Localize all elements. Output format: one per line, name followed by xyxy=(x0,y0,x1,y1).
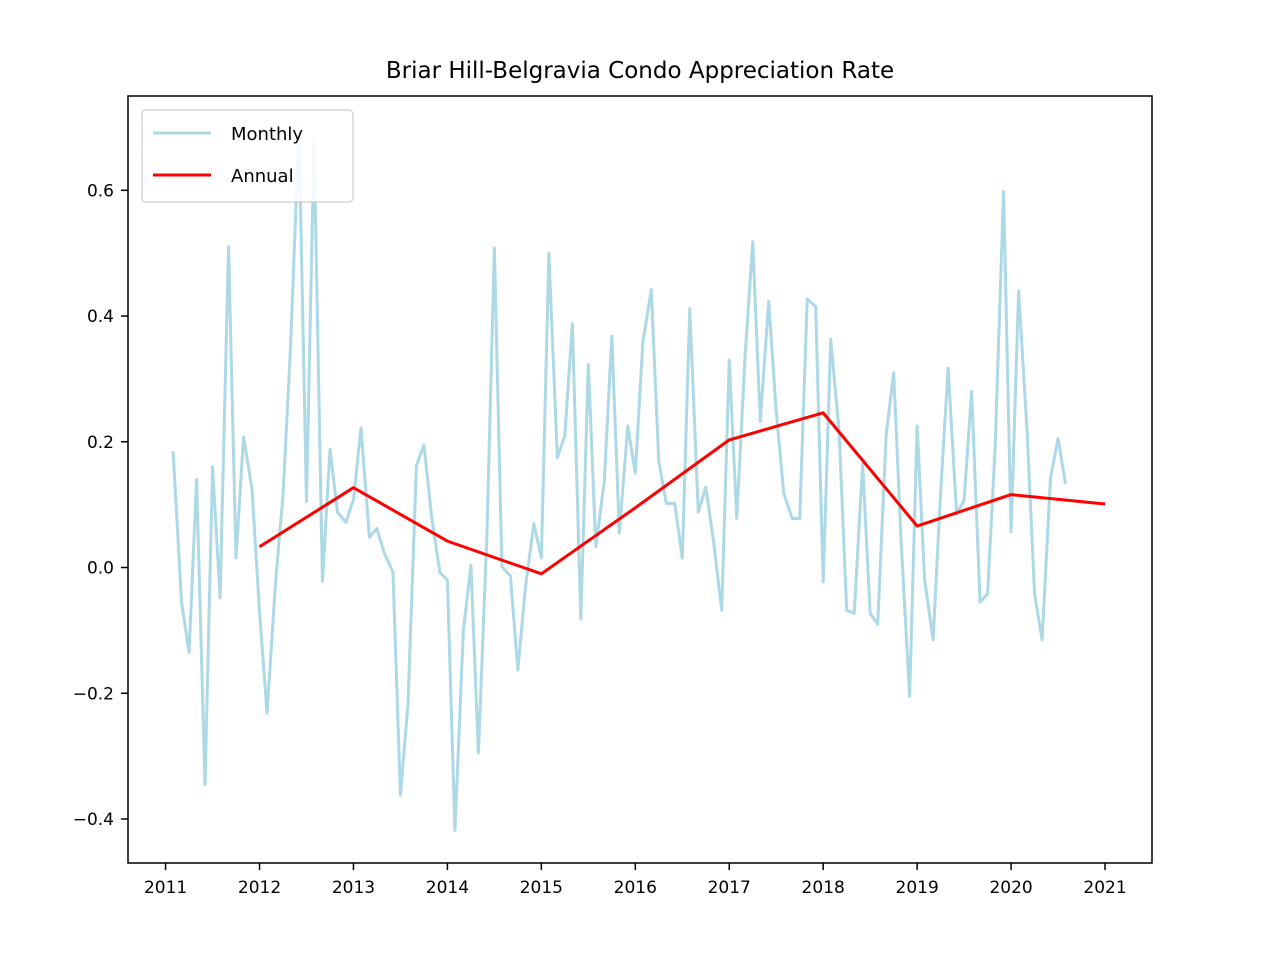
legend-label-annual: Annual xyxy=(231,166,294,187)
y-tick-label: 0.4 xyxy=(87,307,114,327)
y-axis: −0.4 −0.2 0.0 0.2 0.4 0.6 xyxy=(73,181,128,830)
x-tick-label: 2021 xyxy=(1083,878,1126,898)
y-tick-label: 0.2 xyxy=(87,433,114,453)
y-tick-label: 0.6 xyxy=(87,181,114,201)
x-tick-label: 2012 xyxy=(238,878,281,898)
x-tick-label: 2016 xyxy=(614,878,657,898)
y-tick-label: −0.4 xyxy=(73,810,114,830)
x-tick-label: 2017 xyxy=(708,878,751,898)
x-tick-label: 2015 xyxy=(520,878,563,898)
x-tick-label: 2013 xyxy=(332,878,375,898)
x-tick-label: 2019 xyxy=(896,878,939,898)
x-axis: 2011 2012 2013 2014 2015 2016 2017 2018 2019 2020… xyxy=(144,863,1127,898)
plot-area-frame xyxy=(127,95,1153,864)
chart-title: Briar Hill-Belgravia Condo Appreciation … xyxy=(386,58,894,84)
x-tick-label: 2020 xyxy=(989,878,1032,898)
legend: Monthly Annual xyxy=(141,109,354,203)
series-line-monthly xyxy=(171,125,1068,832)
legend-label-monthly: Monthly xyxy=(231,124,303,145)
series-line-annual xyxy=(258,411,1106,576)
x-tick-label: 2018 xyxy=(802,878,845,898)
y-tick-label: −0.2 xyxy=(73,684,114,704)
x-tick-label: 2014 xyxy=(426,878,469,898)
series-layer xyxy=(171,125,1106,832)
x-tick-label: 2011 xyxy=(144,878,187,898)
y-tick-label: 0.0 xyxy=(87,559,114,579)
